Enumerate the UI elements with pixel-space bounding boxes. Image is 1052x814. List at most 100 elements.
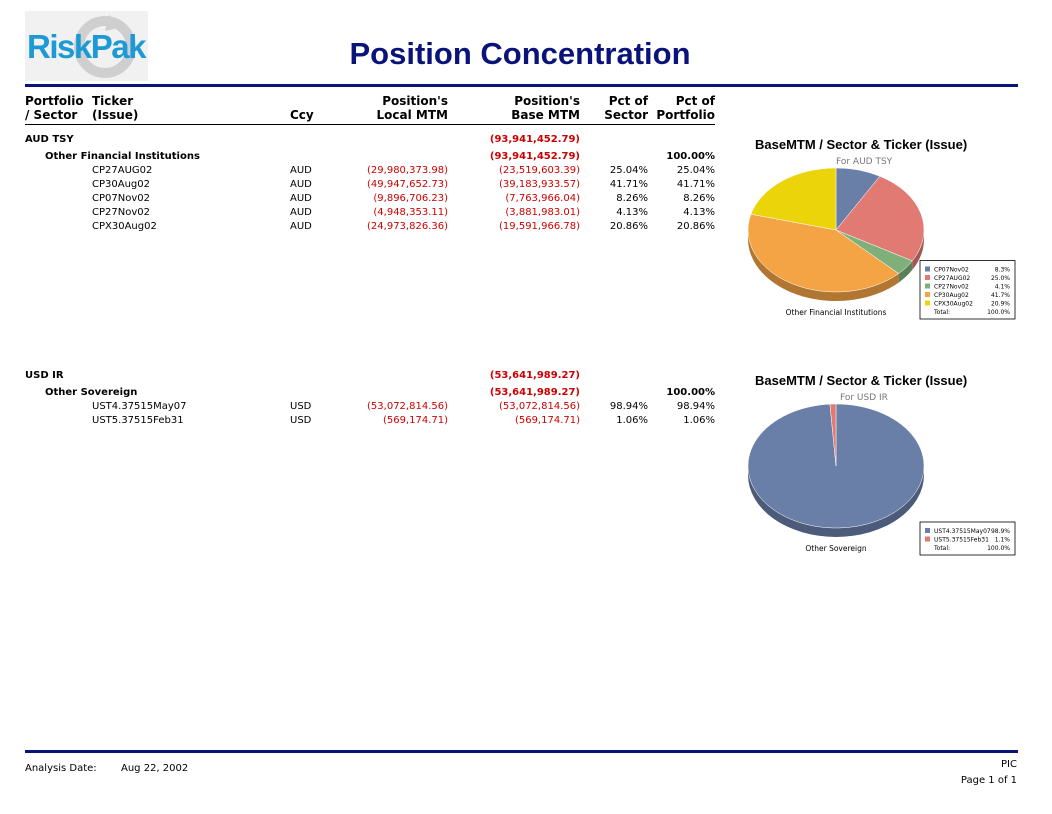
base-mtm-cell: (39,183,933.57) [499, 179, 580, 190]
ticker-cell: CP07Nov02 [92, 193, 150, 204]
chart-title: BaseMTM / Sector & Ticker (Issue) [755, 373, 968, 388]
header-base-line1: Position's [514, 94, 580, 108]
legend-swatch [925, 292, 930, 297]
table-row: CPX30Aug02 AUD (24,973,826.36) (19,591,9… [0, 220, 720, 234]
header-pct-portfolio-line2: Portfolio [656, 108, 715, 122]
pct-sector-cell: 1.06% [616, 415, 648, 426]
base-mtm-cell: (19,591,966.78) [499, 221, 580, 232]
legend-name: CP07Nov02 [934, 267, 969, 274]
logo-text: RiskPak [27, 28, 146, 65]
sector-pct-portfolio: 100.00% [666, 387, 715, 398]
legend-name: UST5.37515Feb31 [934, 537, 989, 544]
pie-slice-side [898, 260, 913, 283]
local-mtm-cell: (53,072,814.56) [367, 401, 448, 412]
legend-total-value: 100.0% [987, 309, 1010, 316]
sector-name: Other Financial Institutions [45, 151, 200, 162]
local-mtm-cell: (4,948,353.11) [373, 207, 448, 218]
ticker-cell: CPX30Aug02 [92, 221, 157, 232]
analysis-date-value: Aug 22, 2002 [121, 763, 189, 774]
local-mtm-cell: (569,174.71) [382, 415, 448, 426]
chart-title: BaseMTM / Sector & Ticker (Issue) [755, 137, 968, 152]
header-pct-sector-line2: Sector [604, 108, 648, 122]
table-row: CP27Nov02 AUD (4,948,353.11) (3,881,983.… [0, 206, 720, 220]
legend-swatch [925, 283, 930, 289]
ticker-cell: CP27AUG02 [92, 165, 153, 176]
legend-name: CP27AUG02 [934, 275, 970, 282]
header-pct-portfolio: Pct of Portfolio [650, 94, 715, 122]
portfolio-name: AUD TSY [25, 134, 74, 145]
pct-sector-cell: 20.86% [609, 221, 648, 232]
sector-row: Other Sovereign (53,641,989.27) 100.00% [0, 386, 720, 400]
portfolio-row: USD IR (53,641,989.27) [0, 369, 720, 383]
page-number: Page 1 of 1 [960, 775, 1017, 786]
sector-row: Other Financial Institutions (93,941,452… [0, 150, 720, 164]
header-portfolio: Portfolio / Sector [25, 94, 84, 122]
header-pct-sector: Pct of Sector [590, 94, 648, 122]
pct-portfolio-cell: 25.04% [676, 165, 715, 176]
pie-label: Other Sovereign [805, 544, 866, 553]
legend-swatch [925, 275, 930, 280]
legend-box [919, 521, 1016, 556]
legend-total-label: Total: [933, 545, 950, 552]
portfolio-row: AUD TSY (93,941,452.79) [0, 133, 720, 147]
ccy-cell: USD [290, 415, 312, 426]
sector-base-total: (53,641,989.27) [489, 387, 580, 398]
legend-name: CP27Nov02 [934, 284, 969, 291]
pie-slice-side [912, 230, 924, 270]
ccy-cell: AUD [290, 207, 312, 218]
header-pct-portfolio-line1: Pct of [675, 94, 715, 108]
analysis-date-label: Analysis Date: [25, 763, 97, 774]
pct-portfolio-cell: 20.86% [676, 221, 715, 232]
legend-swatch [925, 536, 930, 542]
table-row: CP27AUG02 AUD (29,980,373.98) (23,519,60… [0, 164, 720, 178]
legend-total-value: 100.0% [987, 545, 1010, 552]
header-local-line1: Position's [382, 94, 448, 108]
pct-portfolio-cell: 41.71% [676, 179, 715, 190]
header-base-mtm: Position's Base MTM [470, 94, 580, 122]
pct-sector-cell: 25.04% [609, 165, 648, 176]
local-mtm-cell: (49,947,652.73) [367, 179, 448, 190]
column-header-underline [25, 124, 715, 125]
legend-value: 20.9% [991, 301, 1010, 308]
pie-slice [835, 175, 925, 262]
chart-subtitle: For AUD TSY [836, 157, 893, 167]
pie-chart-usd-ir: Other Sovereign UST4.37515May07 98.9%UST5.… [747, 404, 1016, 556]
pct-portfolio-cell: 98.94% [676, 401, 715, 412]
page-title: Position Concentration [349, 36, 691, 71]
legend-box [919, 260, 1016, 320]
report-code: PIC [1001, 759, 1017, 770]
sector-pct-portfolio: 100.00% [666, 151, 715, 162]
sector-base-total: (93,941,452.79) [489, 151, 580, 162]
pie-slice [829, 404, 837, 467]
legend-value: 4.1% [995, 284, 1011, 291]
chart-subtitle: For USD IR [840, 393, 888, 403]
base-mtm-cell: (569,174.71) [514, 415, 580, 426]
pct-sector-cell: 8.26% [616, 193, 648, 204]
logo-box [25, 11, 148, 81]
header-local-line2: Local MTM [376, 108, 448, 122]
legend-value: 1.1% [995, 537, 1011, 544]
header-pct-sector-line1: Pct of [608, 94, 648, 108]
ccy-cell: AUD [290, 179, 312, 190]
ticker-cell: CP27Nov02 [92, 207, 150, 218]
ticker-cell: UST5.37515Feb31 [92, 415, 184, 426]
pct-sector-cell: 98.94% [609, 401, 648, 412]
local-mtm-cell: (29,980,373.98) [367, 165, 448, 176]
ccy-cell: AUD [290, 193, 312, 204]
pct-portfolio-cell: 4.13% [683, 207, 715, 218]
header-ccy: Ccy [290, 108, 314, 122]
header-portfolio-line1: Portfolio [25, 94, 84, 108]
portfolio-base-total: (53,641,989.27) [489, 370, 580, 381]
legend-swatch [925, 528, 930, 533]
header-ticker-line1: Ticker [92, 94, 134, 108]
pct-portfolio-cell: 1.06% [683, 415, 715, 426]
legend-name: UST4.37515May07 [934, 528, 991, 535]
ccy-cell: USD [290, 401, 312, 412]
table-row: CP30Aug02 AUD (49,947,652.73) (39,183,93… [0, 178, 720, 192]
ticker-cell: UST4.37515May07 [92, 401, 187, 412]
pie-slice [747, 213, 900, 293]
ccy-cell: AUD [290, 221, 312, 232]
ticker-cell: CP30Aug02 [92, 179, 150, 190]
legend-value: 41.7% [991, 292, 1010, 299]
local-mtm-cell: (24,973,826.36) [367, 221, 448, 232]
